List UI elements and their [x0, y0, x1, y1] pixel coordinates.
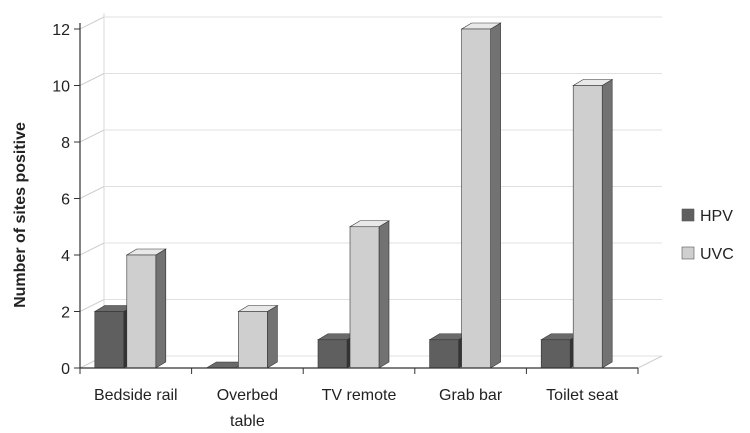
grid-diagonal [79, 129, 105, 143]
x-tick-label: Bedside rail [94, 387, 178, 404]
x-tick-label: TV remote [322, 387, 397, 404]
bar-uvc [348, 220, 391, 369]
y-tick-label: 0 [61, 361, 70, 378]
y-tick-label: 8 [61, 135, 70, 152]
legend: HPV UVC [681, 208, 734, 263]
bar-uvc [460, 22, 502, 369]
grid-diagonal [79, 73, 105, 86]
bars [93, 22, 614, 369]
legend-label-uvc: UVC [700, 246, 734, 263]
legend-swatch-hpv [681, 208, 695, 222]
grid-diagonal [79, 186, 105, 199]
y-tick-label: 2 [61, 305, 70, 322]
y-tick-label: 6 [61, 192, 70, 209]
x-axis: Bedside rail Overbed table TV remote Grab ba… [79, 367, 639, 430]
bar-uvc [572, 78, 614, 369]
y-tick-label: 10 [52, 79, 70, 96]
grid-diagonal [79, 299, 105, 312]
floor-edge [637, 355, 663, 369]
y-axis-label: Number of sites positive [12, 122, 29, 308]
x-tick-label: Grab bar [439, 387, 503, 404]
grid-diagonal [79, 16, 105, 30]
legend-swatch-uvc [681, 246, 695, 260]
bar-uvc [125, 248, 167, 369]
bar-uvc [237, 304, 279, 369]
x-tick-label: Toilet seat [546, 387, 619, 404]
grid-diagonal [79, 242, 105, 256]
x-tick-label: Overbed table [217, 387, 278, 430]
y-tick-label: 12 [52, 22, 70, 39]
legend-label-hpv: HPV [700, 208, 733, 225]
y-axis: 0 2 4 6 8 10 12 [52, 22, 81, 378]
y-tick-label: 4 [61, 248, 70, 265]
